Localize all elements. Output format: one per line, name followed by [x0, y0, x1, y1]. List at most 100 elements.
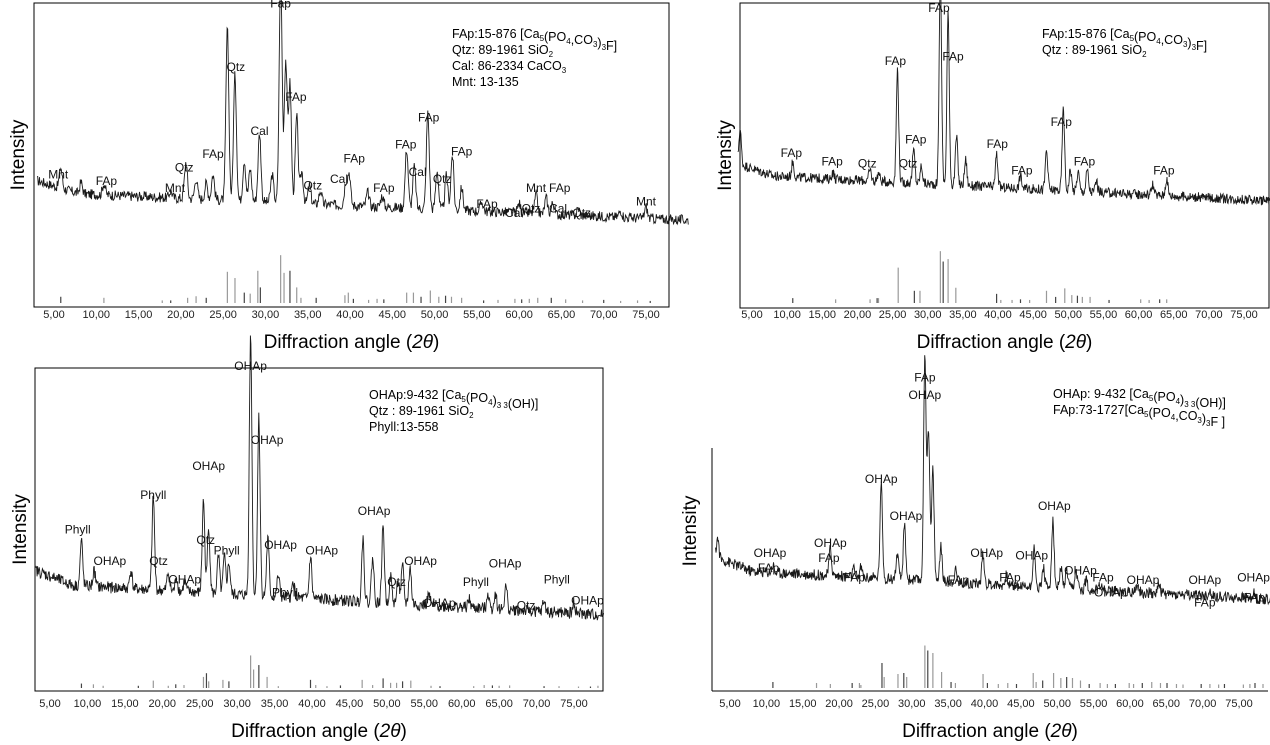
x-tick-label: 25,00 [209, 309, 237, 321]
x-axis-label: Diffraction angle (2θ) [917, 332, 1093, 353]
x-tick-label: 60,00 [448, 698, 476, 710]
x-tick-label: 20,00 [167, 309, 195, 321]
x-tick-label: 50,00 [373, 698, 401, 710]
y-axis-label: Intensity [715, 120, 736, 191]
plot-frame [739, 2, 1270, 309]
peak-label: Qtz [522, 202, 541, 216]
peak-label: OHAp [168, 572, 201, 586]
peak-label: FAp [942, 49, 964, 63]
x-tick-label: 10,00 [74, 698, 102, 710]
peak-label: OHAp [1188, 573, 1221, 587]
peak-label: Fap [270, 0, 291, 10]
legend-entry: OHAp:9-432 [Ca5(PO4)3 3(OH)] [369, 388, 538, 411]
x-axis-label: Diffraction angle (2θ) [264, 332, 440, 353]
peak-label: OHAp [264, 538, 297, 552]
x-tick-label: 30,00 [898, 698, 926, 710]
peak-label: Qtz [149, 554, 168, 568]
peak-label: Qtz [899, 157, 918, 171]
peak-label: Phyll [463, 575, 489, 589]
x-tick-label: 40,00 [984, 309, 1012, 321]
legend-entry: Phyll:13-558 [369, 420, 439, 434]
peak-label: OHAp [489, 556, 522, 570]
x-tick-label: 60,00 [1116, 698, 1144, 710]
peak-label: FAp [1092, 571, 1114, 585]
x-tick-label: 5,00 [43, 309, 64, 321]
x-tick-label: 5,00 [719, 698, 740, 710]
peak-label: FAp [549, 181, 571, 195]
peak-label: Mnt [636, 195, 657, 209]
peak-label: FAp [202, 147, 224, 161]
peak-label: Phyll [140, 488, 166, 502]
peak-label: Cal [505, 206, 523, 220]
peak-label: FAp [818, 551, 840, 565]
reference-lines [60, 255, 651, 303]
x-tick-label: 50,00 [1043, 698, 1071, 710]
peak-label: FAp [418, 110, 440, 124]
xrd-chart-3: OHAp OHAp OHAp Phyll Phyll OHAp Qtz Qtz OHAp Phyl… [0, 335, 610, 745]
x-tick-label: 25,00 [862, 698, 890, 710]
peak-label: Phyll [65, 522, 91, 536]
x-tick-label: 55,00 [463, 309, 491, 321]
x-tick-label: 55,00 [1090, 309, 1118, 321]
x-tick-label: 25,00 [879, 309, 907, 321]
peak-label: OHAp [423, 596, 456, 610]
reference-lines [792, 251, 1168, 303]
x-tick-label: 50,00 [1055, 309, 1083, 321]
x-tick-label: 10,00 [773, 309, 801, 321]
peak-label: Cal [251, 124, 269, 138]
x-tick-label: 70,00 [1195, 309, 1223, 321]
peak-label: OHAp [251, 433, 284, 447]
y-axis-label: Intensity [8, 119, 29, 190]
x-tick-label: 75,00 [1225, 698, 1253, 710]
peak-label: FAp [1074, 155, 1096, 169]
x-tick-label: 75,00 [632, 309, 660, 321]
peak-label: Cal [330, 172, 348, 186]
legend-entry: FAp:15-876 [Ca5(PO4,CO3)3F] [452, 27, 617, 53]
peak-label: FAp [781, 146, 803, 160]
peak-label: FAp [844, 571, 866, 585]
x-tick-label: 65,00 [548, 309, 576, 321]
peak-label: FAp [344, 151, 366, 165]
x-tick-label: 35,00 [294, 309, 322, 321]
peak-label: OHAp [192, 459, 225, 473]
x-axis-label: Diffraction angle (2θ) [231, 721, 407, 742]
peak-label: FAp [1194, 595, 1216, 609]
peak-label: OHAp [890, 509, 923, 523]
x-tick-label: 10,00 [753, 698, 781, 710]
peak-label: OHAp [1038, 499, 1071, 513]
y-axis-label: Intensity [10, 494, 31, 565]
x-axis-label: Diffraction angle (2θ) [902, 721, 1078, 742]
peak-label: Phyll [272, 585, 298, 599]
plot-frame [33, 2, 670, 308]
legend-entry: Qtz : 89-1961 SiO2 [369, 404, 474, 420]
peak-label: Cal [549, 202, 567, 216]
peak-label: FAp [821, 155, 843, 169]
peak-label: Cal [409, 165, 427, 179]
peak-label: OHAp [909, 388, 942, 402]
peak-label: FAp [1244, 590, 1266, 604]
xrd-chart-1: Fap Qtz FAp Cal FAp Qtz Mnt FAp Mnt Qtz Cal FAp FAp F… [0, 0, 689, 365]
x-tick-label: 40,00 [298, 698, 326, 710]
peak-label: FAp [476, 197, 498, 211]
peak-label: FAp [758, 561, 780, 575]
peak-label: Mnt [526, 181, 547, 195]
x-tick-label: 75,00 [560, 698, 588, 710]
peak-label: OHAp [865, 472, 898, 486]
x-tick-label: 60,00 [1125, 309, 1153, 321]
peak-label: Qtz [858, 157, 877, 171]
x-tick-label: 70,00 [590, 309, 618, 321]
x-tick-label: 45,00 [1019, 309, 1047, 321]
x-tick-label: 50,00 [421, 309, 449, 321]
peak-label: OHAp [1094, 585, 1127, 599]
peak-label: FAp [999, 571, 1021, 585]
peak-label: Phyll [214, 543, 240, 557]
plot-frame [34, 367, 604, 692]
peak-label: FAp [885, 54, 907, 68]
peak-label: FAp [948, 573, 970, 587]
peak-label: OHAp [1064, 563, 1097, 577]
xrd-chart-4: FAp OHAp OHAp OHAp OHAp FAp OHAp FAp FAp FAp OHAp F… [680, 355, 1270, 745]
peak-label: FAp [905, 133, 927, 147]
